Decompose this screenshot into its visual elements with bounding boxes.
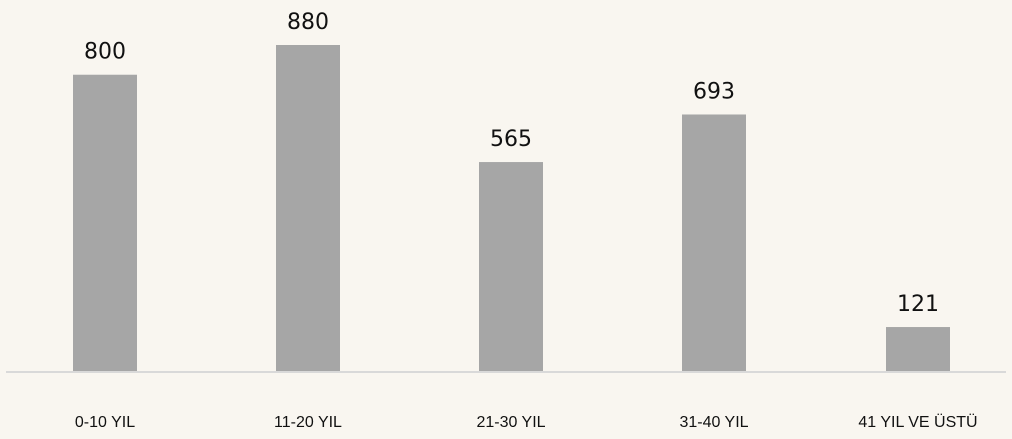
bar-4 [682, 114, 746, 373]
data-label-2: 880 [287, 10, 329, 35]
data-label-1: 800 [84, 40, 126, 65]
bar-1 [73, 74, 137, 373]
data-label-4: 693 [693, 79, 735, 104]
bar-3 [479, 162, 543, 372]
x-tick-label-2: 11-20 YIL [274, 414, 342, 431]
bar-5 [886, 327, 950, 372]
bar-2 [276, 45, 340, 372]
x-tick-label-4: 31-40 YIL [679, 414, 748, 431]
data-label-3: 565 [490, 127, 532, 152]
x-tick-label-5: 41 YIL VE ÜSTÜ [858, 413, 977, 431]
x-tick-label-1: 0-10 YIL [75, 414, 135, 431]
data-label-5: 121 [897, 292, 939, 317]
x-tick-label-3: 21-30 YIL [476, 414, 545, 431]
